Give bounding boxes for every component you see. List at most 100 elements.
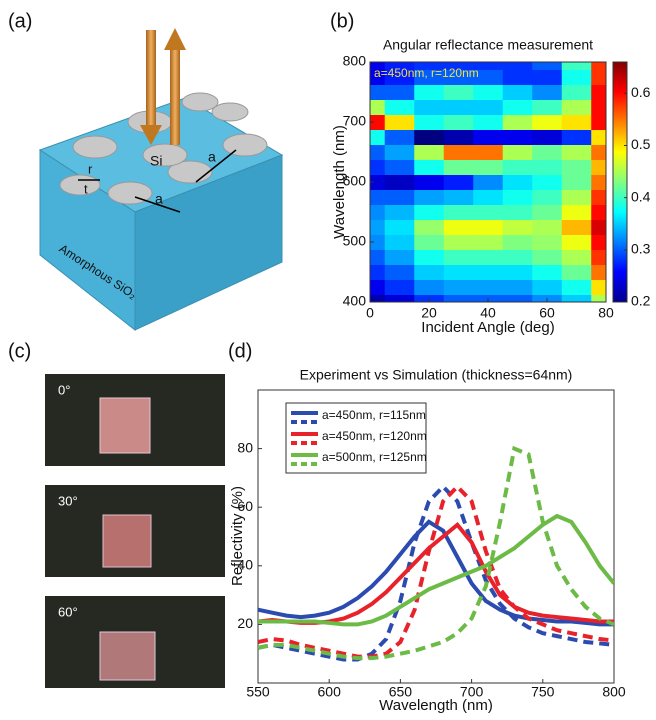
heatmap-cell	[473, 220, 503, 236]
heatmap-cell	[414, 100, 444, 116]
heatmap-cell	[473, 235, 503, 251]
heatmap-cell	[414, 220, 444, 236]
y-tick-label: 20	[237, 615, 253, 631]
x-axis-label: Incident Angle (deg)	[421, 319, 554, 336]
heatmap-cell	[503, 160, 533, 176]
y-axis-label: Wavelength (nm)	[331, 125, 348, 239]
heatmap-cell	[473, 145, 503, 161]
colorbar-tick-label: 0.4	[631, 188, 651, 204]
photo-label: 0°	[58, 382, 70, 397]
heatmap-cell	[532, 175, 562, 191]
heatmap-cell	[414, 175, 444, 191]
annotation: a=450nm, r=120nm	[374, 66, 479, 80]
schematic-label: t	[84, 181, 88, 196]
heatmap-cell	[503, 115, 533, 131]
heatmap-cell	[503, 280, 533, 296]
panel-label: (d)	[228, 340, 252, 362]
heatmap-cell	[385, 265, 415, 281]
heatmap-cell	[385, 100, 415, 116]
heatmap-cell	[562, 205, 592, 221]
colorbar	[613, 62, 627, 302]
heatmap-cell	[444, 205, 474, 221]
panel-label: (c)	[8, 340, 31, 362]
schematic-label: a	[208, 149, 216, 165]
heatmap-cell	[562, 160, 592, 176]
heatmap-cell	[385, 235, 415, 251]
heatmap-cell	[385, 205, 415, 221]
colorbar-tick-label: 0.6	[631, 84, 651, 100]
heatmap-cell	[503, 85, 533, 101]
heatmap-cell	[385, 190, 415, 206]
heatmap-cell	[414, 130, 444, 146]
heatmap-cell	[562, 145, 592, 161]
heatmap-cell	[473, 85, 503, 101]
heatmap-cell	[473, 115, 503, 131]
heatmap-cell	[532, 190, 562, 206]
heatmap-cell	[444, 250, 474, 266]
heatmap-cell	[444, 265, 474, 281]
photo-label: 30°	[58, 493, 78, 508]
heatmap-cell	[532, 220, 562, 236]
heatmap-cell	[414, 265, 444, 281]
heatmap-cell	[532, 130, 562, 146]
heatmap-cell	[473, 280, 503, 296]
y-tick-label: 800	[343, 53, 367, 69]
heatmap-cell	[532, 205, 562, 221]
heatmap-cell	[385, 220, 415, 236]
heatmap-cell	[562, 190, 592, 206]
heatmap-cell	[562, 70, 592, 86]
schematic-label: r	[88, 161, 93, 176]
legend-label: a=450nm, r=115nm	[322, 408, 426, 422]
heatmap-cell	[414, 250, 444, 266]
heatmap-cell	[562, 265, 592, 281]
heatmap-cell	[473, 175, 503, 191]
photo-label: 60°	[58, 604, 78, 619]
photo-sample	[100, 398, 150, 453]
heatmap-cell	[444, 235, 474, 251]
panel-label: (a)	[8, 10, 32, 32]
heatmap-cell	[562, 85, 592, 101]
heatmap-cell	[503, 70, 533, 86]
heatmap-cell	[473, 190, 503, 206]
heatmap-cell	[503, 220, 533, 236]
heatmap-cell	[385, 115, 415, 131]
heatmap-cell	[503, 100, 533, 116]
heatmap-cell	[385, 130, 415, 146]
heatmap-cell	[414, 205, 444, 221]
heatmap-cell	[532, 235, 562, 251]
panel-label: (b)	[330, 10, 354, 32]
heatmap-cell	[385, 175, 415, 191]
heatmap-cell	[385, 145, 415, 161]
heatmap-cell	[473, 250, 503, 266]
x-tick-label: 800	[602, 684, 626, 700]
x-tick-label: 550	[246, 684, 270, 700]
y-tick-label: 80	[237, 439, 253, 455]
heatmap-cell	[503, 145, 533, 161]
heatmap-cell	[444, 175, 474, 191]
heatmap-cell	[532, 100, 562, 116]
heatmap-cell	[473, 265, 503, 281]
legend-label: a=500nm, r=125nm	[322, 450, 427, 464]
heatmap-cell	[444, 115, 474, 131]
chart-title: Angular reflectance measurement	[383, 37, 593, 53]
schematic-label: a	[155, 191, 163, 207]
heatmap-cell	[532, 70, 562, 86]
colorbar-tick-label: 0.5	[631, 136, 651, 152]
heatmap-cell	[444, 280, 474, 296]
heatmap-cell	[473, 160, 503, 176]
heatmap-cell	[444, 160, 474, 176]
heatmap-cell	[562, 250, 592, 266]
heatmap-cell	[503, 250, 533, 266]
heatmap-cell	[532, 265, 562, 281]
x-tick-label: 0	[366, 305, 374, 321]
x-tick-label: 750	[531, 684, 555, 700]
heatmap-cell	[562, 130, 592, 146]
heatmap-cell	[503, 265, 533, 281]
heatmap-cell	[414, 280, 444, 296]
photo-sample	[100, 632, 155, 680]
heatmap-cell	[503, 190, 533, 206]
y-tick-label: 400	[343, 293, 367, 309]
photos: 0° 30° 60°	[45, 374, 225, 688]
heatmap-cell	[532, 85, 562, 101]
